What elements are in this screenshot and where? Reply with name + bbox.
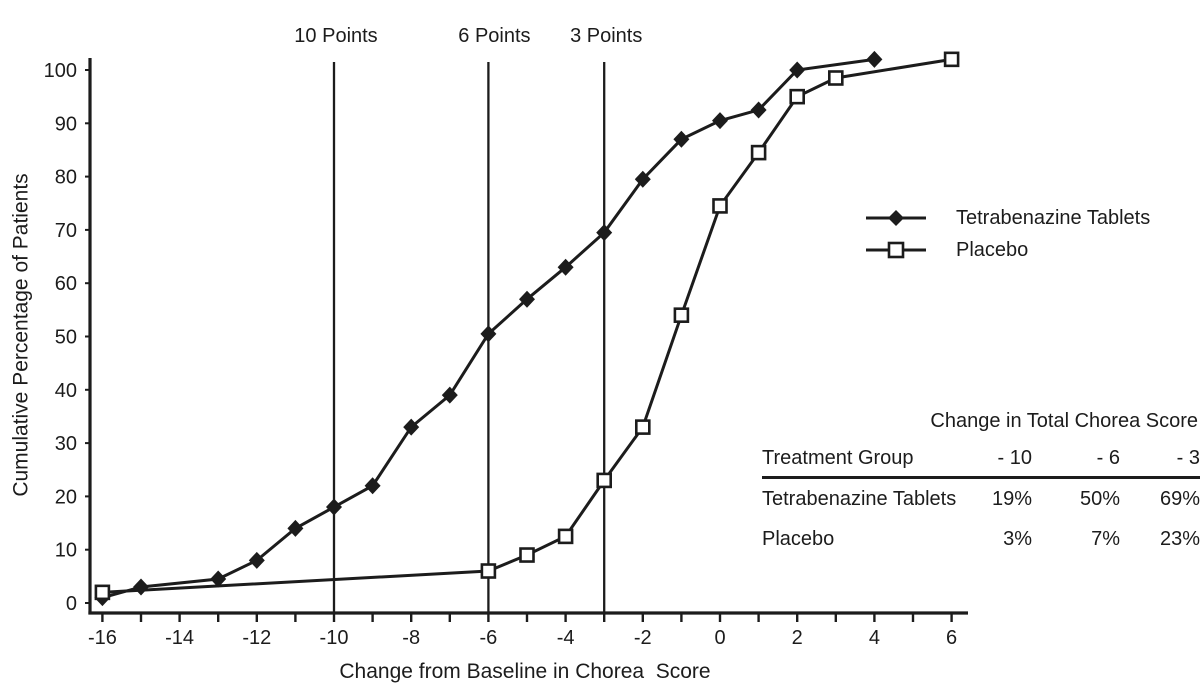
placebo-minus-3-value: 23% — [1159, 527, 1200, 550]
tetrabenazine-minus-10-value: 19% — [991, 487, 1032, 510]
y-tick-label: 60 — [55, 273, 77, 295]
legend: Tetrabenazine Tablets Placebo — [866, 202, 1150, 266]
x-tick-label: -4 — [557, 627, 575, 649]
open-square-marker — [519, 547, 535, 563]
filled-diamond-marker — [248, 551, 265, 569]
series-placebo — [94, 51, 960, 601]
y-tick-label: 10 — [55, 540, 77, 562]
y-tick-label: 50 — [55, 327, 77, 349]
open-square-marker — [789, 88, 806, 105]
open-square-marker — [94, 584, 111, 601]
open-square-marker — [596, 472, 613, 489]
x-tick-label: -10 — [320, 627, 349, 649]
filled-diamond-marker — [519, 290, 535, 308]
x-axis-title: Change from Baseline in Chorea Score — [339, 660, 711, 683]
table-row: Placebo 3% 7% 23% — [762, 519, 1200, 559]
filled-diamond-marker — [480, 325, 497, 343]
y-tick-label: 70 — [55, 220, 77, 242]
x-tick-label: -2 — [634, 627, 652, 649]
legend-entry-tetrabenazine: Tetrabenazine Tablets — [866, 202, 1150, 234]
x-tick-label: 2 — [792, 627, 803, 649]
open-square-icon — [866, 241, 926, 259]
y-tick-label: 80 — [55, 167, 77, 189]
y-axis-title-text: Cumulative Percentage of Patients — [10, 173, 34, 497]
legend-label-placebo: Placebo — [956, 238, 1029, 261]
x-tick-label: -16 — [88, 627, 117, 649]
y-tick-label: 20 — [55, 486, 77, 508]
y-tick-label: 90 — [55, 113, 77, 135]
filled-diamond-marker — [673, 130, 690, 148]
open-square-marker — [673, 307, 690, 323]
inset-table-title: Change in Total Chorea Score — [930, 410, 1198, 432]
y-tick-label: 30 — [55, 433, 77, 455]
legend-entry-placebo: Placebo — [866, 234, 1150, 266]
filled-diamond-marker — [210, 570, 227, 588]
reference-line-label: 6 Points — [458, 25, 530, 47]
table-header-rule — [762, 476, 1200, 479]
open-square-marker — [480, 563, 497, 579]
filled-diamond-marker — [596, 224, 613, 242]
x-tick-label: -6 — [480, 627, 498, 649]
inset-table-header: Treatment Group - 10 - 6 - 3 — [762, 436, 1200, 476]
open-square-marker — [943, 51, 960, 68]
legend-label-tetrabenazine: Tetrabenazine Tablets — [956, 206, 1151, 229]
open-square-marker — [557, 528, 574, 545]
open-square-marker — [712, 198, 728, 214]
y-tick-label: 40 — [55, 380, 77, 402]
filled-diamond-marker — [866, 50, 883, 68]
filled-diamond-marker — [712, 112, 728, 130]
column-minus-6: - 6 — [1096, 447, 1120, 469]
filled-diamond-marker — [326, 498, 342, 516]
x-tick-label: -14 — [165, 627, 194, 649]
column-minus-3: - 3 — [1176, 447, 1200, 469]
y-axis-title: Cumulative Percentage of Patients — [0, 150, 46, 520]
x-tick-label: -8 — [402, 627, 420, 649]
filled-diamond-marker — [364, 477, 381, 495]
open-square-marker — [827, 70, 844, 86]
filled-diamond-marker — [287, 519, 304, 537]
filled-diamond-icon — [866, 210, 926, 226]
filled-diamond-marker — [557, 258, 574, 276]
y-tick-label: 0 — [66, 593, 77, 615]
inset-table: Change in Total Chorea Score Treatment G… — [762, 406, 1200, 559]
filled-diamond-marker — [634, 170, 651, 188]
x-tick-label: 0 — [714, 627, 725, 649]
placebo-minus-10-value: 3% — [1003, 527, 1032, 550]
filled-diamond-marker — [789, 61, 806, 79]
x-tick-label: 4 — [869, 627, 880, 649]
filled-diamond-marker — [750, 101, 767, 119]
row-label-tetrabenazine: Tetrabenazine Tablets — [762, 487, 957, 510]
reference-line-label: 3 Points — [570, 25, 642, 47]
filled-diamond-marker — [133, 578, 149, 596]
reference-line-label: 10 Points — [294, 25, 377, 47]
tetrabenazine-minus-6-value: 50% — [1079, 487, 1120, 510]
filled-diamond-marker — [403, 418, 420, 436]
placebo-minus-6-value: 7% — [1091, 527, 1120, 550]
column-minus-10: - 10 — [997, 447, 1032, 469]
x-tick-label: 6 — [946, 627, 957, 649]
y-tick-label: 100 — [44, 60, 77, 82]
tetrabenazine-minus-3-value: 69% — [1159, 487, 1200, 510]
open-square-marker — [750, 144, 767, 161]
column-treatment-group: Treatment Group — [762, 447, 914, 469]
open-square-marker — [634, 419, 651, 435]
filled-diamond-marker — [441, 386, 458, 404]
table-row: Tetrabenazine Tablets 19% 50% 69% — [762, 479, 1200, 519]
x-tick-label: -12 — [242, 627, 271, 649]
row-label-placebo: Placebo — [762, 527, 835, 550]
